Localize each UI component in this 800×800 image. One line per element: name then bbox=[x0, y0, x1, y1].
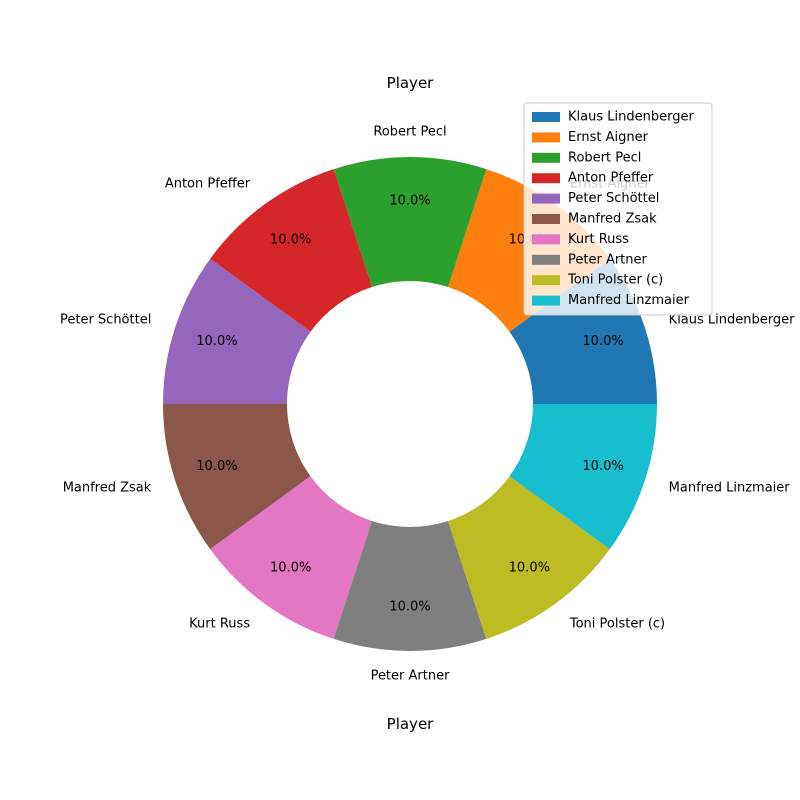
legend-entry: Peter Schöttel bbox=[568, 191, 659, 206]
chart-title: Player bbox=[387, 74, 435, 92]
legend-swatch bbox=[532, 295, 560, 306]
slice-label: Manfred Linzmaier bbox=[669, 481, 791, 496]
legend-swatch bbox=[532, 254, 560, 265]
percent-labels: 10.0% 10.0% 10.0% 10.0% 10.0% 10.0% 10.0% 10.0%… bbox=[196, 194, 623, 615]
slice-label: Manfred Zsak bbox=[63, 481, 152, 496]
legend-swatch bbox=[532, 152, 560, 163]
percent-label: 10.0% bbox=[389, 600, 430, 615]
donut-slice bbox=[163, 404, 311, 550]
slice-label: Peter Schöttel bbox=[60, 312, 151, 327]
donut-slices bbox=[163, 157, 657, 651]
percent-label: 10.0% bbox=[196, 459, 237, 474]
percent-label: 10.0% bbox=[389, 194, 430, 209]
legend-swatch bbox=[532, 234, 560, 245]
legend-entry: Manfred Linzmaier bbox=[568, 293, 690, 308]
percent-label: 10.0% bbox=[196, 334, 237, 349]
donut-slice bbox=[333, 520, 487, 651]
legend-swatch bbox=[532, 173, 560, 184]
slice-label: Klaus Lindenberger bbox=[669, 312, 795, 327]
legend-swatch bbox=[532, 193, 560, 204]
donut-slice bbox=[333, 157, 487, 288]
slice-label: Kurt Russ bbox=[189, 617, 250, 632]
percent-label: 10.0% bbox=[509, 561, 550, 576]
legend-entry: Anton Pfeffer bbox=[568, 171, 654, 186]
donut-slice bbox=[210, 476, 372, 639]
legend-swatch bbox=[532, 275, 560, 286]
percent-label: 10.0% bbox=[582, 459, 623, 474]
legend-entry: Kurt Russ bbox=[568, 232, 629, 247]
legend-entry: Ernst Aigner bbox=[568, 130, 649, 145]
percent-label: 10.0% bbox=[270, 232, 311, 247]
legend-entry: Robert Pecl bbox=[568, 150, 641, 165]
x-axis-label: Player bbox=[387, 715, 435, 733]
legend-entry: Klaus Lindenberger bbox=[568, 110, 694, 125]
legend-entry: Toni Polster (c) bbox=[567, 273, 663, 288]
legend-box bbox=[523, 102, 713, 316]
slice-labels: Klaus Lindenberger Ernst Aigner Robert Pec… bbox=[60, 125, 795, 684]
legend: Klaus Lindenberger Ernst Aigner Robert Pec… bbox=[523, 102, 713, 316]
donut-slice bbox=[448, 476, 610, 639]
legend-entry: Peter Artner bbox=[568, 252, 648, 267]
slice-label: Toni Polster (c) bbox=[569, 617, 665, 632]
slice-label: Robert Pecl bbox=[373, 125, 446, 140]
legend-entry: Manfred Zsak bbox=[568, 212, 657, 227]
donut-slice bbox=[163, 258, 311, 404]
donut-slice bbox=[210, 169, 372, 332]
percent-label: 10.0% bbox=[270, 561, 311, 576]
slice-label: Anton Pfeffer bbox=[165, 176, 251, 191]
legend-swatch bbox=[532, 214, 560, 224]
legend-swatch bbox=[532, 132, 560, 143]
percent-label: 10.0% bbox=[582, 334, 623, 349]
slice-label: Peter Artner bbox=[371, 669, 451, 684]
donut-slice bbox=[509, 404, 657, 550]
legend-swatch bbox=[532, 112, 560, 122]
